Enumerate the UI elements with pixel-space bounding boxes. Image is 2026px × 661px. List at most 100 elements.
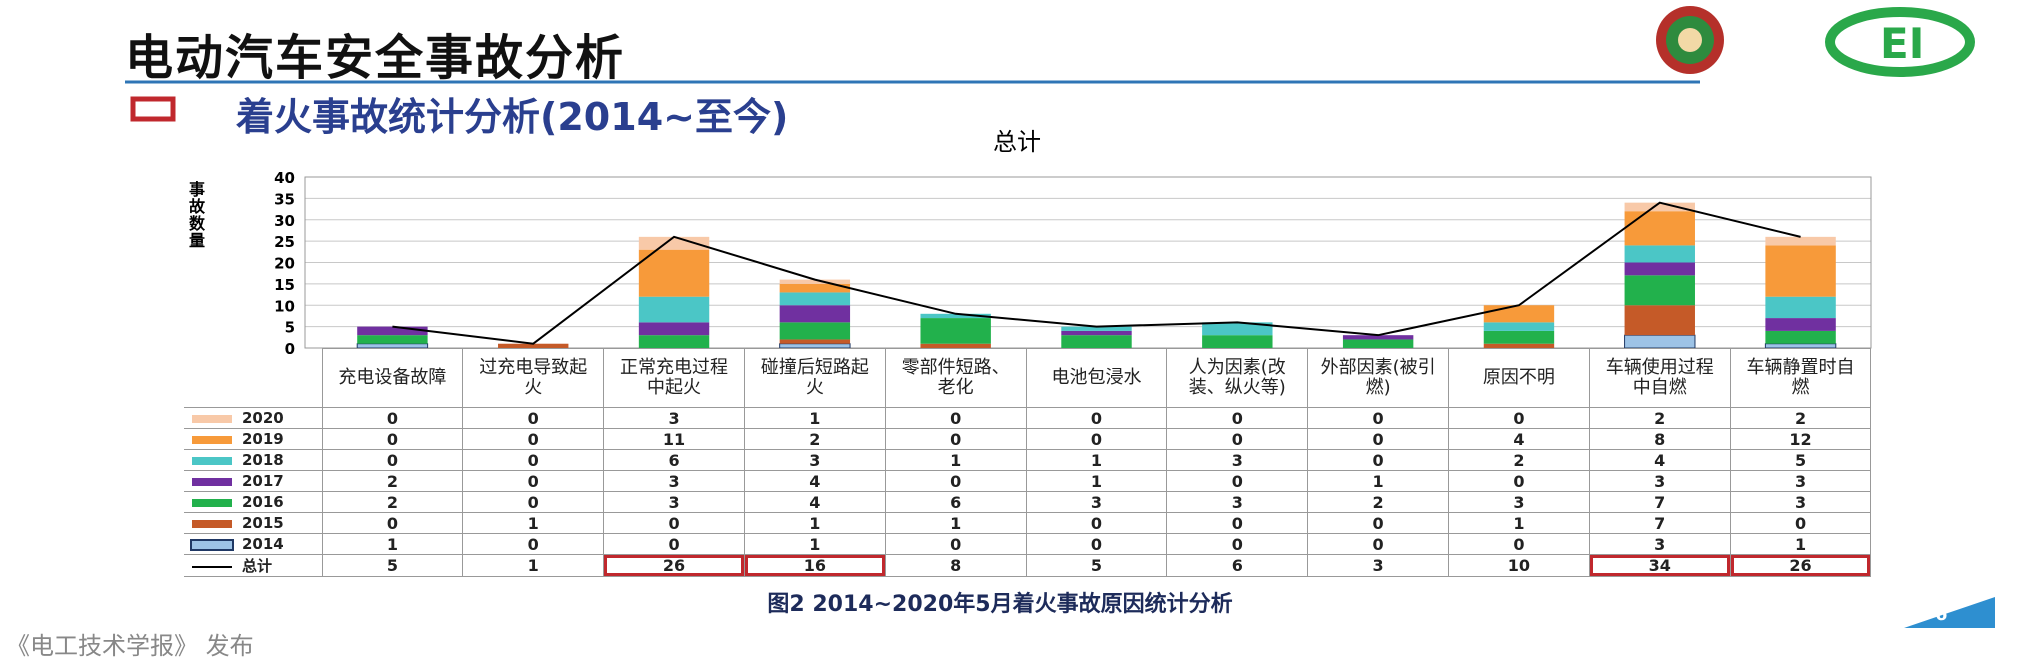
value-cell: 0	[1166, 533, 1309, 555]
category-label: 充电设备故障	[321, 348, 464, 408]
value-cell: 2	[1307, 491, 1449, 513]
data-row: 2015 0 1 0 1 1 0 0 0 1 7 0	[184, 512, 1872, 534]
value-cell: 2	[321, 470, 464, 492]
legend-label: 2019	[242, 430, 284, 448]
value-cell: 2	[321, 491, 464, 513]
value-cell: 4	[743, 491, 886, 513]
legend-entry: 2018	[184, 449, 323, 471]
bar-segment	[1765, 236, 1836, 246]
value-cell: 1	[1729, 533, 1872, 555]
bar-segment	[1624, 202, 1695, 212]
value-cell: 16	[743, 554, 886, 577]
value-cell: 0	[884, 428, 1027, 450]
bar-segment	[357, 335, 428, 344]
value-cell: 4	[1448, 428, 1590, 450]
bar-segment	[638, 322, 710, 336]
value-cell: 26	[603, 554, 745, 577]
bar-segment	[779, 305, 851, 323]
bar-segment	[498, 343, 569, 348]
bar-segment	[1624, 245, 1695, 263]
value-cell: 1	[743, 533, 886, 555]
bar-segment	[779, 279, 851, 284]
value-cell: 3	[1729, 470, 1872, 492]
value-cell: 1	[1025, 470, 1168, 492]
category-label: 外部因素(被引燃)	[1307, 348, 1449, 408]
value-cell: 5	[1729, 449, 1872, 471]
value-cell: 0	[1307, 512, 1449, 534]
data-row: 2020 0 0 3 1 0 0 0 0 0 2 2	[184, 407, 1872, 429]
bar-segment	[779, 292, 851, 306]
value-cell: 1	[1448, 512, 1590, 534]
bar-segment	[1342, 335, 1414, 340]
data-row: 总计 5 1 26 16 8 5 6 3 10 34 26	[184, 554, 1872, 577]
value-cell: 0	[1025, 428, 1168, 450]
footer: 《电工技术学报》 发布	[6, 632, 254, 660]
y-tick-label: 30	[274, 212, 295, 230]
bar-segment	[1765, 245, 1836, 297]
legend-swatch	[192, 565, 232, 568]
legend-swatch	[192, 414, 232, 423]
category-label: 电池包浸水	[1025, 348, 1168, 408]
bar-segment	[920, 343, 991, 348]
y-tick-label: 15	[274, 276, 295, 294]
value-cell: 1	[743, 407, 886, 429]
legend-label: 2018	[242, 451, 284, 469]
bar-segment	[1765, 318, 1836, 331]
caption: 图2 2014~2020年5月着火事故原因统计分析	[767, 592, 1233, 617]
value-cell: 0	[1166, 470, 1309, 492]
value-cell: 0	[321, 449, 464, 471]
value-cell: 3	[743, 449, 886, 471]
category-label: 正常充电过程中起火	[603, 348, 745, 408]
bar-segment	[1624, 262, 1695, 276]
data-row: 2016 2 0 3 4 6 3 3 2 3 7 3	[184, 491, 1872, 513]
value-cell: 4	[743, 470, 886, 492]
value-cell: 3	[1588, 470, 1731, 492]
value-cell: 0	[1448, 470, 1590, 492]
legend-swatch	[192, 498, 232, 507]
value-cell: 8	[1588, 428, 1731, 450]
value-cell: 0	[884, 407, 1027, 429]
legend-swatch	[192, 477, 232, 486]
bar-segment	[1061, 330, 1132, 336]
value-cell: 1	[321, 533, 464, 555]
legend-swatch	[192, 456, 232, 465]
value-cell: 0	[1166, 512, 1309, 534]
legend-swatch	[192, 435, 232, 444]
value-cell: 4	[1588, 449, 1731, 471]
category-label: 过充电导致起火	[462, 348, 605, 408]
data-row: 2019 0 0 11 2 0 0 0 0 4 8 12	[184, 428, 1872, 450]
value-cell: 0	[321, 512, 464, 534]
value-cell: 8	[884, 554, 1027, 577]
value-cell: 0	[321, 428, 464, 450]
data-row: 2017 2 0 3 4 0 1 0 1 0 3 3	[184, 470, 1872, 492]
y-tick-label: 40	[274, 169, 295, 187]
value-cell: 0	[1025, 407, 1168, 429]
value-cell: 5	[321, 554, 464, 577]
y-axis-label: 事故数量	[189, 180, 206, 250]
chart-title: 总计	[993, 128, 1041, 156]
value-cell: 0	[884, 533, 1027, 555]
value-cell: 26	[1729, 554, 1872, 577]
value-cell: 0	[321, 407, 464, 429]
legend-entry: 2017	[184, 470, 323, 492]
legend-swatch	[190, 538, 234, 551]
value-cell: 0	[1025, 512, 1168, 534]
value-cell: 3	[603, 491, 745, 513]
bar-segment	[1061, 326, 1132, 331]
value-cell: 1	[1307, 470, 1449, 492]
bar-segment	[1624, 275, 1695, 306]
value-cell: 34	[1588, 554, 1731, 577]
value-cell: 12	[1729, 428, 1872, 450]
bar-segment	[920, 313, 991, 319]
bar-segment	[1765, 296, 1836, 319]
legend-label: 2017	[242, 472, 284, 490]
legend-label: 2016	[242, 493, 284, 511]
bar-segment	[779, 322, 851, 340]
value-cell: 3	[603, 470, 745, 492]
legend-label: 2015	[242, 514, 284, 532]
value-cell: 1	[462, 512, 605, 534]
legend-label: 2020	[242, 409, 284, 427]
value-cell: 0	[1166, 407, 1309, 429]
value-cell: 2	[1588, 407, 1731, 429]
